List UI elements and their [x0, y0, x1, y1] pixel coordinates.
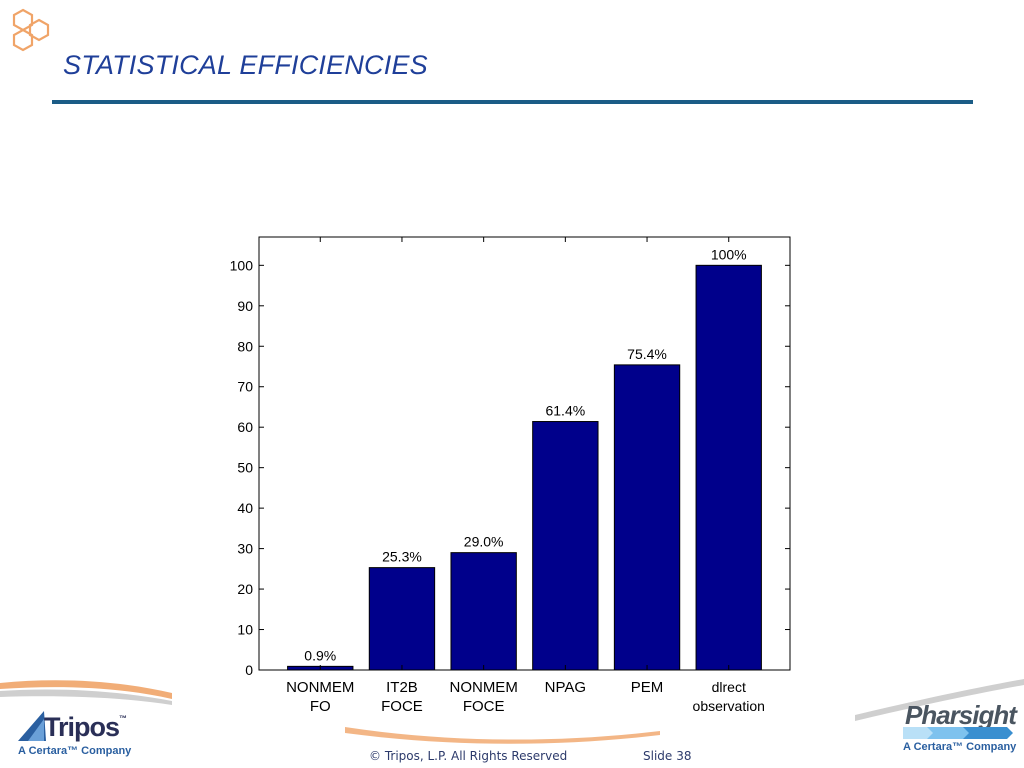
- pharsight-stripes-icon: [903, 727, 1013, 739]
- hexagon-logo-icon: [12, 8, 50, 52]
- category-label: FOCE: [463, 698, 505, 715]
- slide-number: Slide 38: [643, 749, 692, 763]
- data-label: 61.4%: [545, 403, 585, 419]
- category-label: NONMEM: [449, 679, 517, 696]
- y-tick-label: 40: [237, 500, 253, 516]
- y-tick-label: 50: [237, 460, 253, 476]
- tripos-triangle-icon: [18, 711, 46, 741]
- bar: [368, 567, 436, 671]
- footer-copyright: © Tripos, L.P. All Rights Reserved: [369, 749, 568, 763]
- bars: [287, 237, 762, 671]
- category-label: IT2B: [386, 679, 418, 696]
- category-label: NONMEM: [286, 679, 354, 696]
- title-divider: [52, 100, 973, 104]
- y-tick-label: 100: [230, 257, 254, 273]
- y-tick-label: 70: [237, 379, 253, 395]
- slide-title: STATISTICAL EFFICIENCIES: [63, 50, 428, 80]
- tripos-logo-text: Tripos™: [44, 712, 128, 742]
- data-label: 29.0%: [464, 534, 504, 550]
- y-tick-label: 0: [245, 662, 253, 678]
- y-tick-label: 80: [237, 338, 253, 354]
- y-tick-label: 60: [237, 419, 253, 435]
- category-label: FO: [310, 698, 331, 715]
- data-labels: 0.9% 25.3% 29.0% 61.4% 75.4% 100%: [304, 246, 746, 663]
- y-tick-label: 20: [237, 581, 253, 597]
- footer-swoosh: [0, 679, 1024, 744]
- category-label: NPAG: [545, 679, 586, 696]
- category-label: PEM: [631, 679, 664, 696]
- category-label: observation: [693, 698, 765, 714]
- data-label: 100%: [711, 246, 747, 262]
- x-axis-labels: NONMEM FO IT2B FOCE NONMEM FOCE NPAG PEM dlrect o…: [286, 679, 765, 715]
- pharsight-subtitle: A Certara™ Company: [903, 741, 1017, 753]
- plot-frame: [258, 236, 791, 671]
- data-label: 75.4%: [627, 346, 667, 362]
- y-axis: 0 10 20 30 40 50 60 70 80 90 100: [230, 257, 790, 678]
- y-tick-label: 30: [237, 541, 253, 557]
- y-tick-label: 10: [237, 622, 253, 638]
- tripos-subtitle: A Certara™ Company: [18, 745, 132, 757]
- pharsight-logo-text: Pharsight: [905, 700, 1017, 730]
- slide-label: Slide: [643, 749, 673, 763]
- y-tick-label: 90: [237, 298, 253, 314]
- bar: [450, 552, 517, 671]
- data-label: 0.9%: [304, 647, 336, 663]
- slide-number-value: 38: [676, 749, 692, 763]
- category-label: dlrect: [712, 679, 746, 695]
- bar: [532, 421, 599, 671]
- data-label: 25.3%: [382, 549, 422, 565]
- bar: [695, 264, 762, 671]
- bar: [613, 364, 681, 671]
- category-label: FOCE: [381, 698, 423, 715]
